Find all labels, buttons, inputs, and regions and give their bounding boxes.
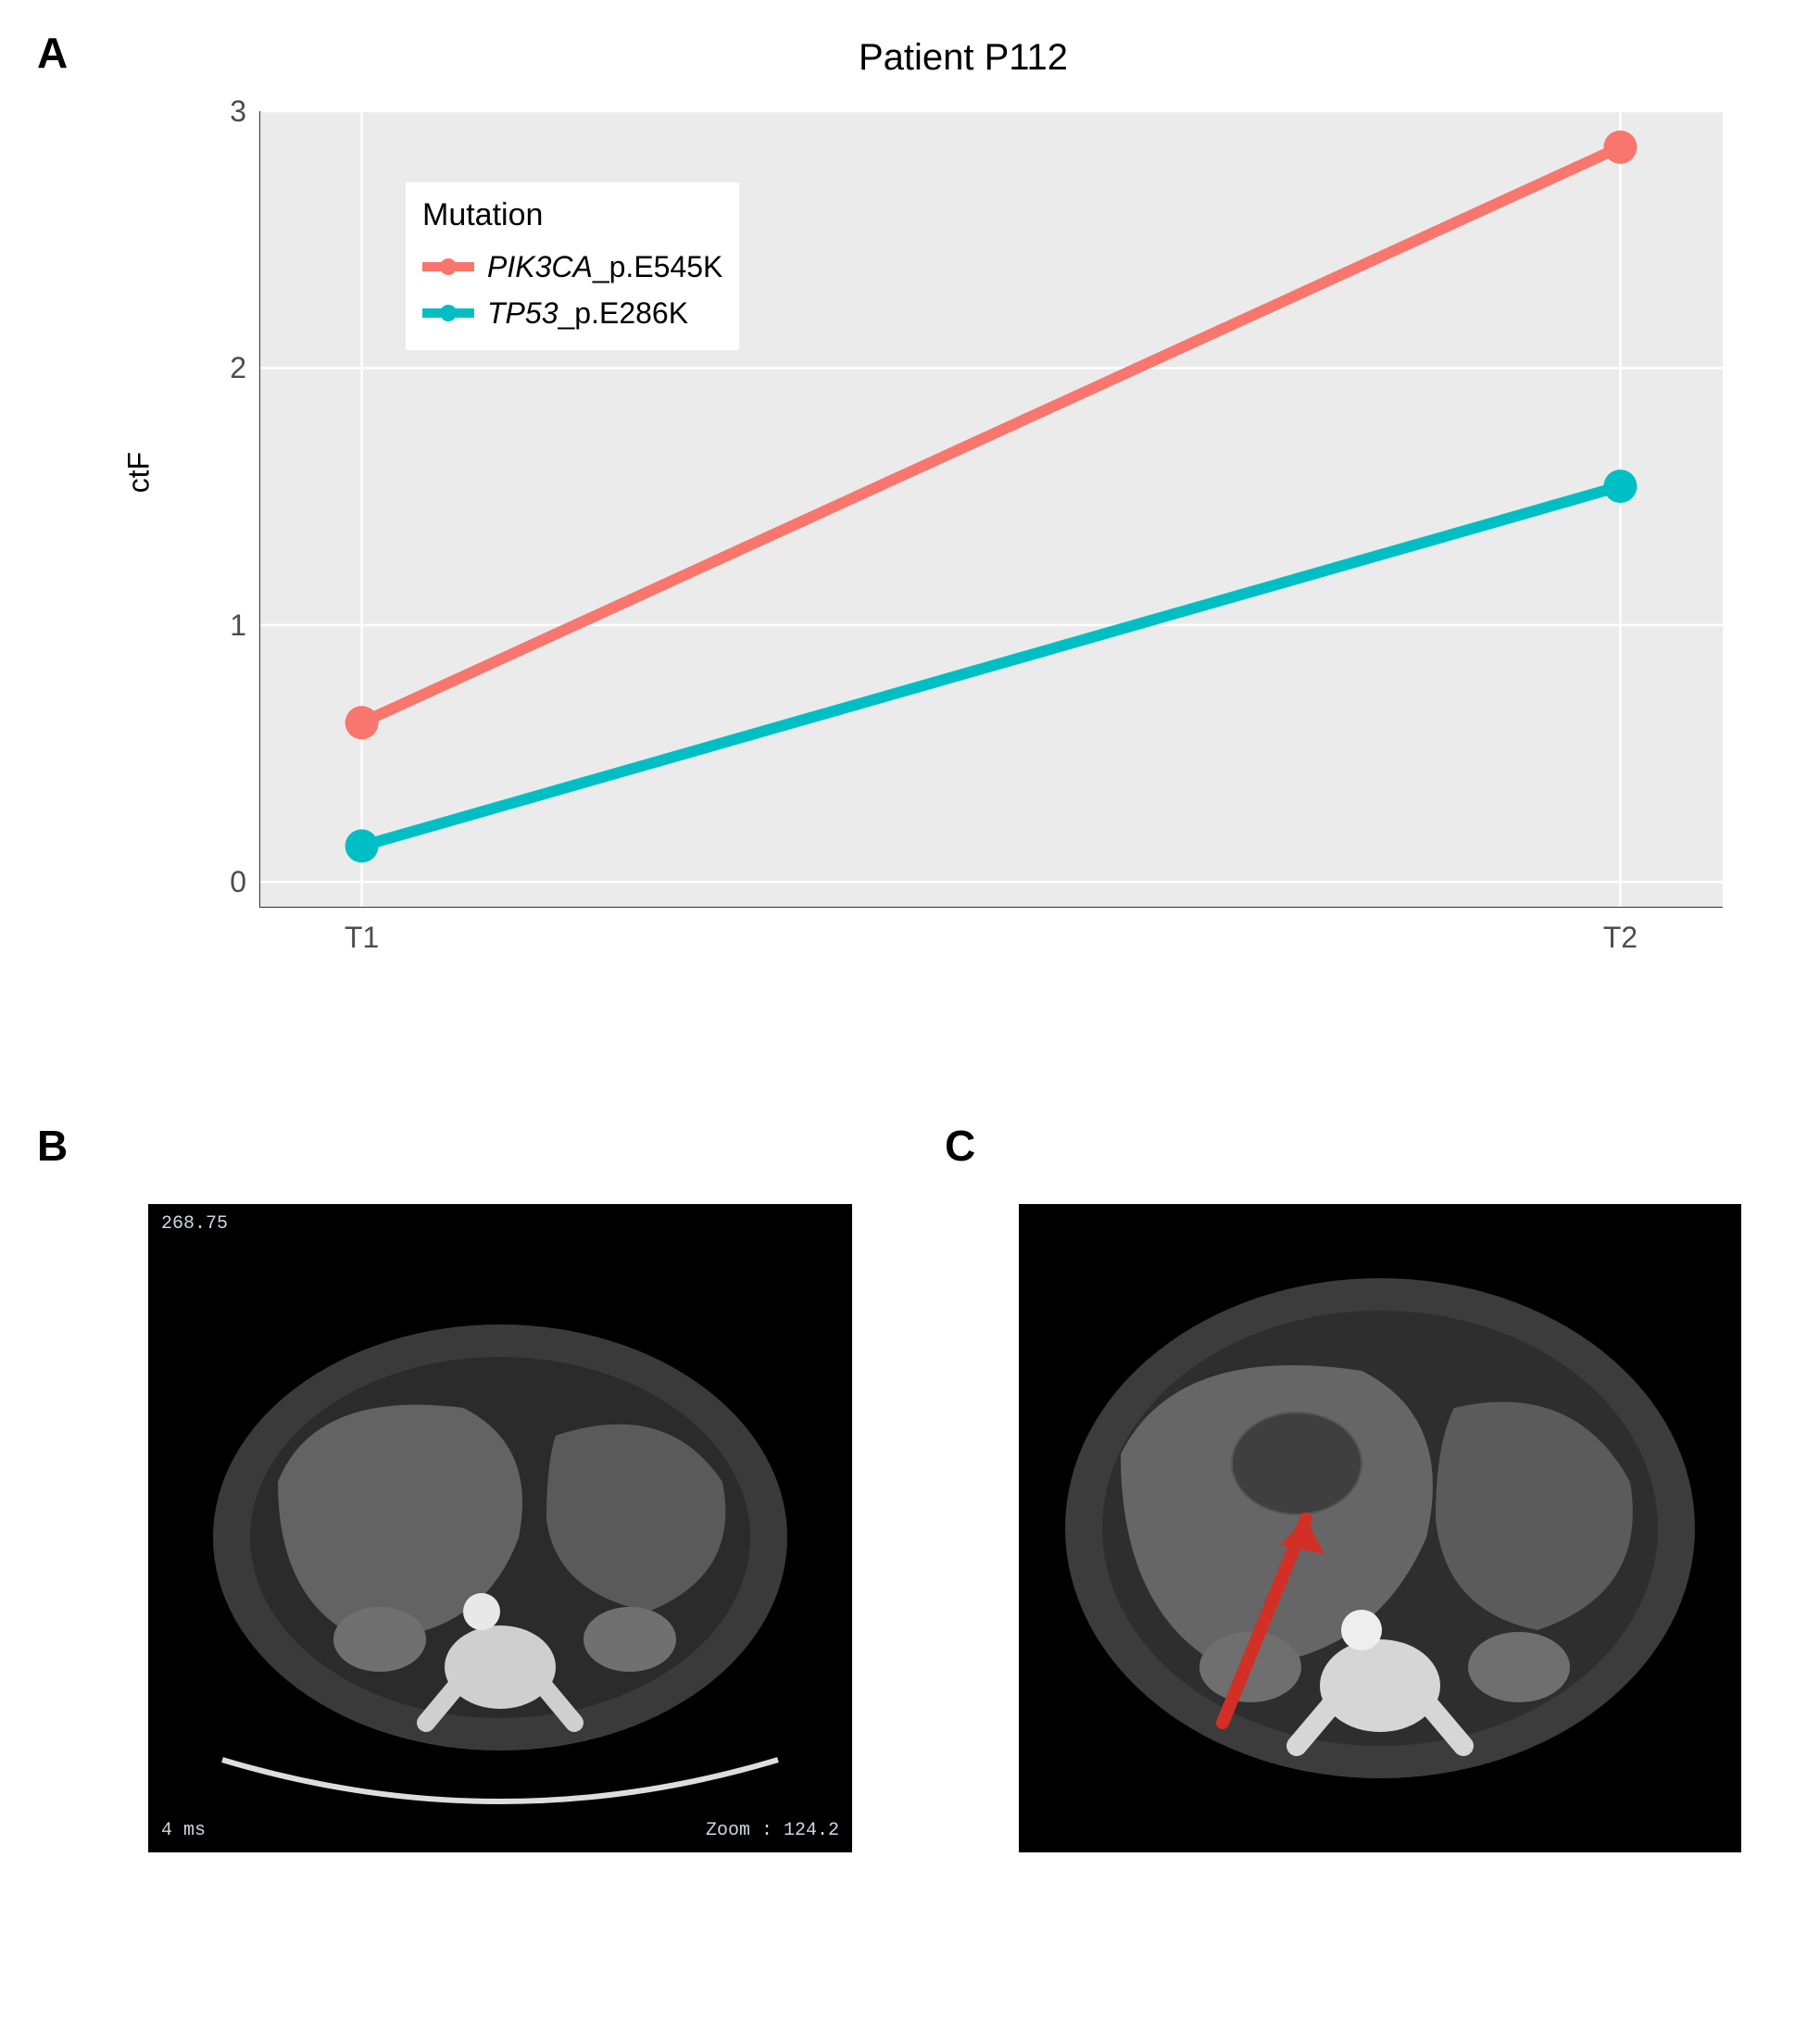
panel-a-chart: Patient P112 ctF Mutation PIK3CA_p.E545K…	[148, 37, 1778, 1010]
panel-label-a: A	[37, 28, 68, 78]
panel-b-ct-scan: 268.75 4 ms Zoom : 124.2	[148, 1204, 852, 1852]
ct-scan-c-svg	[1019, 1204, 1741, 1852]
chart-legend: Mutation PIK3CA_p.E545K TP53_p.E286K	[406, 182, 739, 350]
legend-label: TP53_p.E286K	[487, 296, 688, 331]
panel-c-ct-scan	[1019, 1204, 1741, 1852]
y-tick-label: 3	[191, 94, 246, 129]
legend-label: PIK3CA_p.E545K	[487, 250, 722, 284]
scan-b-overlay-top: 268.75	[161, 1213, 228, 1235]
legend-title: Mutation	[422, 197, 722, 233]
panel-label-b: B	[37, 1121, 68, 1171]
x-tick-label: T2	[1592, 921, 1648, 955]
y-tick-label: 1	[191, 609, 246, 643]
plot-area: Mutation PIK3CA_p.E545K TP53_p.E286K	[259, 111, 1723, 908]
legend-item: PIK3CA_p.E545K	[422, 246, 722, 287]
scan-b-overlay-br: Zoom : 124.2	[706, 1820, 839, 1841]
y-axis-label: ctF	[122, 452, 157, 493]
y-tick-label: 2	[191, 351, 246, 385]
legend-swatch-icon	[422, 296, 474, 330]
ct-scan-b-svg	[148, 1204, 852, 1852]
scan-b-overlay-bl: 4 ms	[161, 1820, 206, 1841]
panel-label-c: C	[945, 1121, 975, 1171]
x-tick-label: T1	[334, 921, 390, 955]
chart-title: Patient P112	[148, 37, 1778, 79]
legend-swatch-icon	[422, 250, 474, 283]
legend-item: TP53_p.E286K	[422, 293, 722, 333]
figure: A Patient P112 ctF Mutation PIK3CA_p.E54…	[0, 0, 1820, 2033]
y-tick-label: 0	[191, 865, 246, 899]
